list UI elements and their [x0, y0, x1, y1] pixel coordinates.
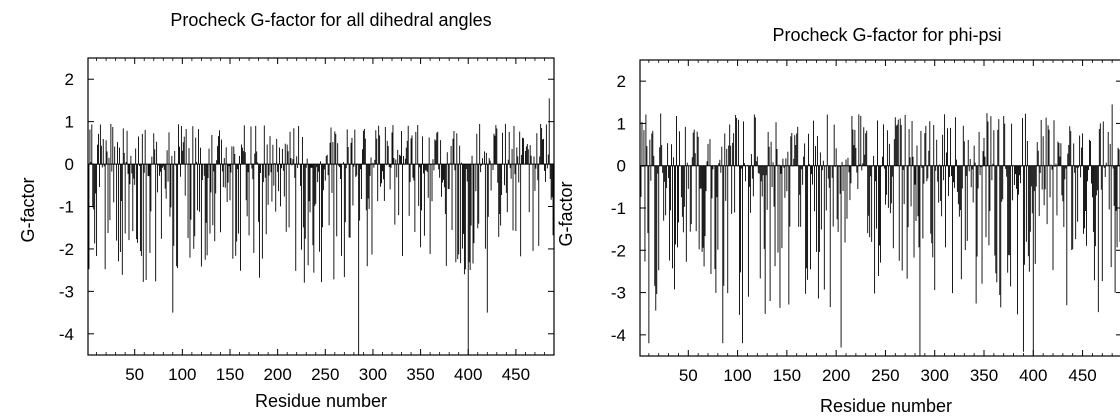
chart-phi-psi: Procheck G-factor for phi-psi 50 100 150 20…	[556, 25, 1120, 416]
y-tick-label: 2	[65, 70, 74, 89]
chart-title: Procheck G-factor for phi-psi	[772, 25, 1001, 45]
y-tick-label: 1	[65, 113, 74, 132]
y-tick-label: 0	[65, 155, 74, 174]
chart-title: Procheck G-factor for all dihedral angle…	[170, 10, 491, 30]
y-tick-label: 0	[617, 157, 626, 176]
x-tick-label: 450	[502, 365, 530, 384]
y-tick-label: -2	[59, 240, 74, 259]
bar-series	[87, 98, 555, 355]
x-tick-label: 400	[1019, 366, 1047, 385]
bar-series	[639, 104, 1120, 356]
x-tick-label: 100	[723, 366, 751, 385]
x-tick-label: 200	[263, 365, 291, 384]
chart-all-dihedral: Procheck G-factor for all dihedral angle…	[18, 10, 555, 411]
y-tick-label: -4	[611, 326, 626, 345]
y-tick-label: -3	[59, 282, 74, 301]
x-tick-label: 300	[921, 366, 949, 385]
x-tick-label: 450	[1068, 366, 1096, 385]
y-tick-label: -1	[611, 199, 626, 218]
x-axis-label: Residue number	[255, 391, 387, 411]
x-tick-label: 200	[822, 366, 850, 385]
x-tick-label: 150	[773, 366, 801, 385]
x-tick-label: 50	[125, 365, 144, 384]
y-axis-label: G-factor	[556, 181, 576, 246]
x-tick-label: 350	[406, 365, 434, 384]
axis-ticks: 50 100 150 200 250 300 350 400 450 2 1 0 -1 -2 -3 -4	[611, 60, 1120, 385]
y-tick-label: -3	[611, 284, 626, 303]
y-tick-label: -4	[59, 325, 74, 344]
y-tick-label: 1	[617, 114, 626, 133]
x-tick-label: 350	[970, 366, 998, 385]
y-axis-label: G-factor	[18, 177, 38, 242]
x-tick-label: 400	[454, 365, 482, 384]
x-tick-label: 300	[359, 365, 387, 384]
axis-ticks: 50 100 150 200 250 300 350 400 450 2 1 0 -1 -2 -3 -4	[59, 58, 554, 384]
x-tick-label: 150	[216, 365, 244, 384]
x-axis-label: Residue number	[820, 396, 952, 416]
y-tick-label: -2	[611, 241, 626, 260]
y-tick-label: 2	[617, 72, 626, 91]
x-tick-label: 250	[311, 365, 339, 384]
x-tick-label: 100	[168, 365, 196, 384]
x-tick-label: 250	[871, 366, 899, 385]
y-tick-label: -1	[59, 198, 74, 217]
x-tick-label: 50	[679, 366, 698, 385]
